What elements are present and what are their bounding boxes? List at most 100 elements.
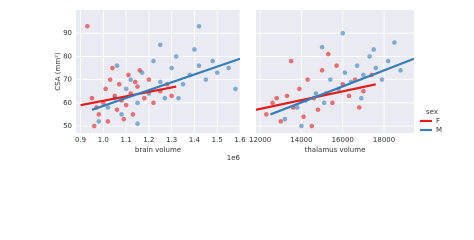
point: [309, 123, 315, 129]
point: [196, 63, 202, 68]
point: [214, 70, 220, 75]
point: [162, 95, 168, 101]
point: [319, 44, 325, 50]
point: [226, 65, 231, 71]
point: [282, 116, 288, 122]
point: [126, 72, 131, 78]
y-tick-label: 70: [63, 76, 72, 84]
point: [330, 100, 335, 106]
legend-title: sex: [426, 108, 438, 116]
fit-line: [91, 57, 240, 111]
x-tick-label: 16000: [332, 136, 354, 144]
legend-label: F: [436, 117, 440, 125]
point: [157, 42, 163, 48]
point: [105, 105, 111, 110]
x-tick-label: 1.6: [234, 136, 246, 144]
x-tick-label: 1.3: [166, 136, 177, 144]
point: [151, 58, 156, 64]
point: [321, 100, 327, 106]
point: [135, 84, 140, 89]
point: [270, 100, 275, 106]
point: [361, 72, 366, 78]
x-tick-label: 1.4: [189, 136, 201, 144]
point: [359, 95, 364, 101]
x-tick-label: 18000: [373, 136, 395, 144]
fit-line: [80, 85, 177, 107]
point: [379, 77, 385, 82]
x-tick-label: 14000: [290, 136, 312, 144]
plot-area: [256, 10, 414, 133]
figure: 50 60 70 80 90 0.9 1.0 1.1 1.2 1.3 1.4 1.5 1.6 brain …: [54, 10, 442, 162]
point: [325, 51, 331, 57]
point: [91, 123, 97, 129]
point: [103, 86, 108, 92]
point: [398, 68, 403, 73]
point: [135, 100, 140, 106]
point: [315, 107, 321, 113]
point: [361, 88, 366, 94]
x-tick-label: 1.5: [212, 136, 223, 144]
x-tick-label: 1.1: [121, 136, 132, 144]
point: [295, 105, 300, 110]
fit-line: [270, 57, 414, 116]
point: [142, 95, 147, 101]
point: [274, 95, 279, 101]
point: [123, 102, 129, 108]
y-tick-label: 90: [63, 29, 72, 37]
point: [319, 68, 325, 73]
y-tick-label: 50: [63, 122, 72, 130]
point: [392, 40, 397, 45]
point: [151, 100, 156, 106]
point: [180, 81, 186, 87]
x-tick-label: 1.2: [143, 136, 154, 144]
point: [210, 58, 215, 64]
point: [173, 54, 179, 59]
legend-label: M: [436, 126, 442, 134]
point: [110, 65, 115, 71]
point: [346, 93, 352, 99]
y-axis-label: CSA (mm²): [54, 52, 62, 91]
point: [135, 121, 140, 127]
y-tick-label: 80: [63, 52, 72, 60]
point: [356, 105, 362, 110]
point: [96, 112, 102, 117]
point: [305, 77, 310, 82]
x-tick-label: 1.0: [98, 136, 109, 144]
point: [114, 63, 120, 68]
point: [299, 123, 304, 129]
point: [385, 58, 391, 64]
point: [119, 112, 124, 117]
x-tick-label: 0.9: [75, 136, 86, 144]
point: [196, 23, 202, 29]
point: [354, 63, 360, 68]
point: [169, 93, 174, 99]
point: [233, 86, 238, 92]
x-offset-label: 1e6: [227, 154, 241, 162]
y-tick-label: 60: [63, 99, 72, 107]
plot-layer: [256, 30, 414, 129]
point: [139, 70, 145, 75]
point: [264, 112, 269, 117]
point: [313, 91, 319, 96]
point: [132, 79, 138, 85]
point: [176, 95, 181, 101]
plot-layer: [80, 23, 240, 129]
point: [373, 65, 379, 71]
point: [96, 119, 102, 124]
point: [121, 116, 127, 122]
point: [107, 77, 113, 82]
point: [114, 107, 120, 113]
point: [123, 86, 129, 92]
point: [85, 23, 90, 29]
point: [278, 119, 284, 124]
point: [203, 77, 209, 82]
point: [157, 79, 163, 85]
point: [128, 77, 133, 82]
point: [328, 77, 333, 82]
point: [89, 95, 95, 101]
point: [116, 81, 122, 87]
point: [340, 30, 346, 36]
point: [367, 54, 372, 59]
point: [301, 114, 306, 120]
point: [288, 58, 294, 64]
